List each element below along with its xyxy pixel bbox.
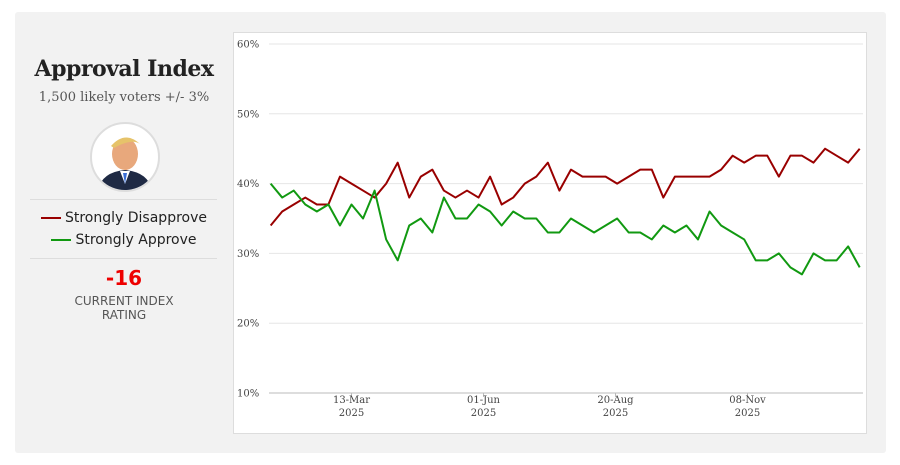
tick-label-line: 2025 — [603, 408, 628, 419]
series-line — [269, 182, 861, 276]
x-tick-label: 13-Mar 2025 — [333, 395, 370, 419]
face — [112, 138, 138, 170]
tick-label-line: 2025 — [339, 408, 364, 419]
divider — [30, 199, 217, 200]
legend-swatch — [51, 239, 72, 241]
tick-label-line: 01-Jun — [467, 395, 501, 406]
index-value: -16 — [105, 266, 143, 290]
index-label: CURRENT INDEX RATING — [74, 294, 174, 322]
y-tick-label: 40% — [237, 179, 259, 190]
chart-box: 10% 20% 30% 40% 50% 60% 13-Mar 2025 01-Jun 2025 20… — [233, 32, 867, 434]
legend-item: Strongly Approve — [15, 232, 233, 248]
title: Approval Index — [34, 56, 214, 82]
y-tick-label: 60% — [237, 40, 259, 51]
tick-label-line: 2025 — [735, 408, 760, 419]
y-tick-label: 30% — [237, 249, 259, 260]
y-tick-label: 20% — [237, 319, 259, 330]
tick-label-line: 20-Aug — [597, 395, 634, 406]
avatar-art — [98, 137, 152, 190]
avatar — [90, 122, 160, 192]
tick-label-line: 13-Mar — [333, 395, 370, 406]
tick-label-line: 2025 — [471, 408, 496, 419]
y-tick-label: 50% — [237, 109, 259, 120]
subtitle: 1,500 likely voters +/- 3% — [38, 90, 210, 105]
side-panel: Approval Index 1,500 likely voters +/- 3… — [15, 12, 233, 453]
legend-swatch — [40, 217, 61, 219]
legend-label: Strongly Approve — [75, 232, 197, 248]
x-tick-label: 01-Jun 2025 — [467, 395, 501, 419]
hair — [111, 137, 140, 148]
x-tick-label: 08-Nov 2025 — [729, 395, 766, 419]
series-line — [269, 147, 861, 227]
y-tick-label: 10% — [237, 389, 259, 400]
x-tick-label: 20-Aug 2025 — [597, 395, 634, 419]
legend-label: Strongly Disapprove — [64, 210, 207, 226]
tick-label-line: 08-Nov — [729, 395, 766, 406]
legend-item: Strongly Disapprove — [15, 210, 233, 226]
tie — [123, 173, 127, 184]
divider — [30, 258, 217, 259]
